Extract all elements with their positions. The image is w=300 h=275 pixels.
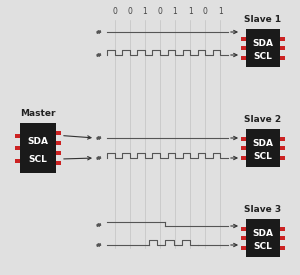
Bar bbox=[246, 29, 280, 67]
Bar bbox=[241, 146, 246, 150]
Bar bbox=[241, 136, 246, 141]
Text: Slave 1: Slave 1 bbox=[244, 15, 282, 24]
Bar bbox=[15, 133, 20, 138]
Text: Master: Master bbox=[20, 109, 56, 118]
Bar bbox=[241, 227, 246, 230]
Text: 1: 1 bbox=[188, 7, 193, 16]
Bar bbox=[56, 141, 61, 145]
Text: 0: 0 bbox=[203, 7, 208, 16]
Bar bbox=[241, 56, 246, 59]
Text: Slave 2: Slave 2 bbox=[244, 115, 282, 124]
Bar bbox=[56, 151, 61, 155]
Bar bbox=[280, 56, 285, 59]
Bar bbox=[280, 227, 285, 230]
Bar bbox=[241, 155, 246, 159]
Bar bbox=[280, 236, 285, 240]
Bar bbox=[280, 136, 285, 141]
Text: SCL: SCL bbox=[254, 242, 272, 251]
Text: SCL: SCL bbox=[28, 155, 47, 164]
Text: Slave 3: Slave 3 bbox=[244, 205, 282, 214]
Bar bbox=[20, 123, 56, 173]
Bar bbox=[241, 46, 246, 50]
Bar bbox=[15, 158, 20, 163]
Bar bbox=[56, 161, 61, 165]
Bar bbox=[241, 236, 246, 240]
Bar bbox=[280, 46, 285, 50]
Bar bbox=[246, 219, 280, 257]
Text: 1: 1 bbox=[173, 7, 177, 16]
Text: SDA: SDA bbox=[253, 39, 274, 48]
Bar bbox=[280, 37, 285, 40]
Bar bbox=[241, 246, 246, 249]
Bar bbox=[280, 155, 285, 159]
Text: 0: 0 bbox=[127, 7, 132, 16]
Text: SDA: SDA bbox=[253, 229, 274, 238]
Bar bbox=[56, 131, 61, 135]
Text: SDA: SDA bbox=[28, 138, 49, 147]
Bar bbox=[280, 246, 285, 249]
Text: SCL: SCL bbox=[254, 152, 272, 161]
Text: 0: 0 bbox=[112, 7, 117, 16]
Text: SDA: SDA bbox=[253, 139, 274, 148]
Text: 1: 1 bbox=[142, 7, 147, 16]
Text: SCL: SCL bbox=[254, 52, 272, 61]
Bar bbox=[15, 146, 20, 150]
Text: 1: 1 bbox=[218, 7, 223, 16]
Text: 0: 0 bbox=[158, 7, 162, 16]
Bar bbox=[280, 146, 285, 150]
Bar bbox=[246, 129, 280, 167]
Bar bbox=[241, 37, 246, 40]
